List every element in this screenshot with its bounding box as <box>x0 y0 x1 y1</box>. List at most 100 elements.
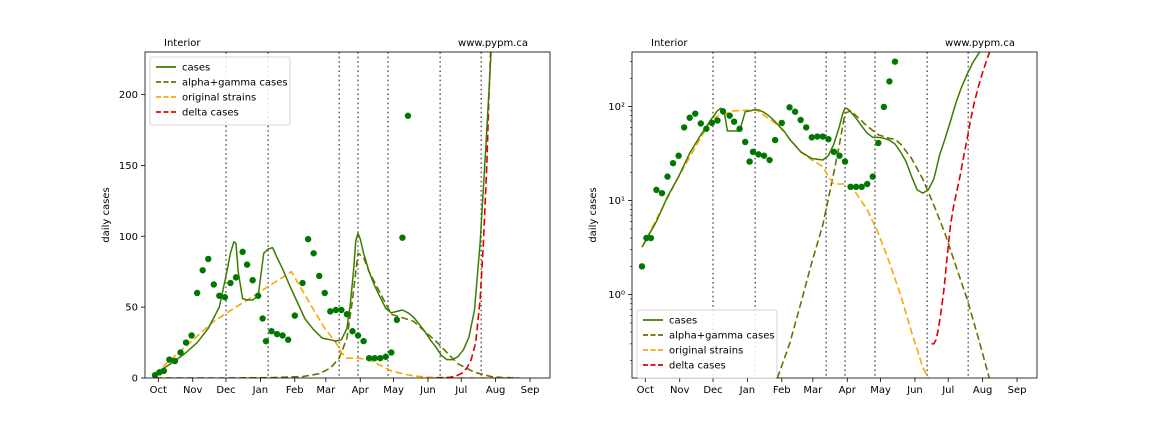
data-point <box>825 135 832 143</box>
data-point <box>841 158 849 165</box>
data-point <box>382 353 389 360</box>
data-point <box>291 312 298 319</box>
data-point <box>304 235 312 243</box>
y-tick-label: 10⁰ <box>608 290 625 301</box>
data-point <box>262 337 270 345</box>
x-tick-label: May <box>383 385 404 396</box>
legend-entry: delta cases <box>182 108 239 119</box>
x-tick-label: Apr <box>839 385 857 396</box>
data-point <box>808 134 815 141</box>
x-tick-label: Apr <box>352 385 370 396</box>
data-point <box>177 349 184 356</box>
data-point <box>284 336 292 343</box>
data-point <box>749 148 757 156</box>
data-point <box>875 139 882 147</box>
x-tick-label: Aug <box>486 385 506 396</box>
data-point <box>205 255 212 263</box>
legend-entry: original strains <box>669 346 743 357</box>
x-tick-label: Jan <box>739 385 755 396</box>
legend-entry: delta cases <box>669 361 726 372</box>
x-tick-label: Sep <box>1008 385 1027 396</box>
data-point <box>664 173 671 180</box>
data-point <box>321 289 328 297</box>
data-point <box>221 294 229 301</box>
data-point <box>891 58 899 65</box>
data-point <box>388 349 395 356</box>
data-point <box>852 183 860 191</box>
data-point <box>377 354 384 362</box>
data-point <box>778 119 785 127</box>
x-tick-label: Jun <box>419 385 436 396</box>
plot-frame <box>144 51 551 379</box>
data-point <box>393 316 401 324</box>
data-point <box>227 279 234 287</box>
data-point <box>858 183 865 191</box>
data-point <box>327 308 334 315</box>
data-point <box>232 274 240 281</box>
series-line-delta-cases <box>931 52 991 345</box>
data-point <box>268 328 275 335</box>
series-line-delta-cases <box>435 52 492 378</box>
data-point <box>675 152 682 159</box>
data-point <box>803 124 810 131</box>
x-tick-label: Feb <box>773 385 791 396</box>
data-point <box>736 125 743 132</box>
x-tick-label: Mar <box>316 385 336 396</box>
x-tick-label: Nov <box>183 385 203 396</box>
x-tick-label: Dec <box>703 385 722 396</box>
data-point <box>814 133 821 140</box>
data-point <box>714 117 721 124</box>
y-tick-label: 150 <box>119 161 138 172</box>
data-point <box>310 250 317 257</box>
data-point <box>254 292 262 299</box>
data-point <box>760 152 768 159</box>
data-point <box>847 183 854 191</box>
linear-cases-panel: Interior www.pypm.ca daily cases Oct Nov Dec J… <box>101 38 551 396</box>
x-tick-label: Jan <box>252 385 268 396</box>
data-point <box>864 180 871 188</box>
data-point <box>726 112 733 119</box>
data-point <box>332 306 340 314</box>
data-point <box>697 120 704 127</box>
data-point <box>188 332 195 339</box>
data-point <box>160 367 168 375</box>
data-point <box>273 330 281 338</box>
data-point <box>708 119 716 127</box>
data-point <box>766 156 773 164</box>
chart-title-right: www.pypm.ca <box>458 38 528 49</box>
x-tick-label: Jul <box>454 385 467 396</box>
legend-entry: alpha+gamma cases <box>669 331 775 342</box>
data-point <box>243 261 251 268</box>
x-tick-label: Oct <box>150 385 167 396</box>
data-point <box>746 158 753 165</box>
data-point <box>404 112 412 119</box>
series-line-alpha-gamma-cases <box>155 252 519 378</box>
x-tick-label: Dec <box>216 385 235 396</box>
data-point <box>638 263 646 270</box>
data-point <box>653 186 660 194</box>
chart-title-right: www.pypm.ca <box>945 38 1015 49</box>
data-point <box>316 272 323 280</box>
x-tick-label: Sep <box>521 385 540 396</box>
data-point <box>658 189 666 197</box>
chart-title-left: Interior <box>164 38 201 49</box>
data-point <box>730 118 738 125</box>
legend-entry: original strains <box>182 93 256 104</box>
data-point <box>249 277 256 284</box>
data-point <box>786 104 793 111</box>
data-point <box>836 152 843 159</box>
data-point <box>692 110 699 117</box>
data-point <box>880 103 888 111</box>
data-point <box>703 125 710 132</box>
data-point <box>797 116 804 124</box>
y-tick-label: 0 <box>132 374 138 385</box>
legend-box <box>149 56 291 126</box>
data-point <box>647 234 655 242</box>
legend-entry: alpha+gamma cases <box>182 78 288 89</box>
series-line-alpha-gamma-cases <box>776 110 991 378</box>
data-point <box>741 138 749 146</box>
data-point <box>193 289 201 297</box>
chart-title-left: Interior <box>651 38 688 49</box>
data-point <box>239 248 246 256</box>
